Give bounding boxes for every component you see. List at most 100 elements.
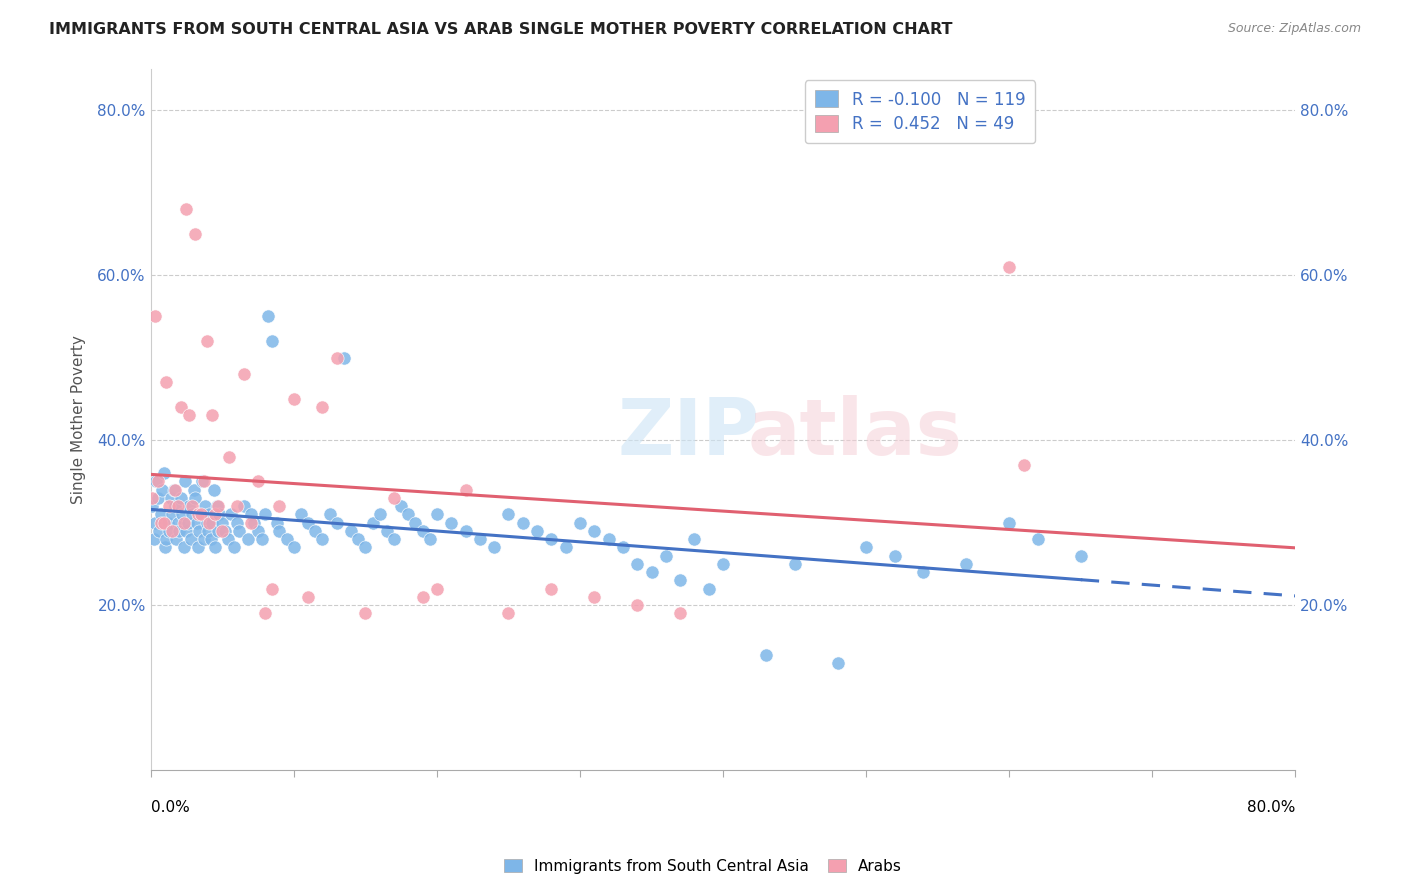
Point (207, 499, 229, 513)
Point (426, 508, 449, 522)
Point (153, 541, 176, 555)
Point (173, 516, 195, 530)
Point (156, 516, 179, 530)
Point (683, 532, 706, 546)
Point (454, 483, 477, 497)
Point (375, 524, 398, 538)
Point (228, 524, 250, 538)
Point (239, 508, 262, 522)
Point (142, 532, 165, 546)
Point (325, 351, 347, 365)
Point (257, 310, 280, 324)
Point (998, 516, 1021, 530)
Point (180, 532, 202, 546)
Point (266, 516, 288, 530)
Point (354, 541, 377, 555)
Point (146, 475, 169, 489)
Point (540, 532, 562, 546)
Point (208, 508, 231, 522)
Point (160, 508, 183, 522)
Point (167, 516, 190, 530)
Point (163, 483, 186, 497)
Point (176, 202, 198, 216)
Text: atlas: atlas (748, 395, 962, 472)
Point (217, 532, 239, 546)
Point (382, 532, 405, 546)
Point (526, 524, 548, 538)
Point (188, 524, 211, 538)
Point (195, 334, 218, 348)
Point (389, 499, 412, 513)
Point (167, 499, 190, 513)
Point (222, 541, 245, 555)
Point (184, 491, 207, 505)
Point (283, 541, 305, 555)
Point (283, 392, 305, 406)
Text: ZIP: ZIP (617, 395, 759, 472)
Point (626, 598, 648, 612)
Point (146, 491, 169, 505)
Point (325, 516, 347, 530)
Point (162, 483, 184, 497)
Text: IMMIGRANTS FROM SOUTH CENTRAL ASIA VS ARAB SINGLE MOTHER POVERTY CORRELATION CHA: IMMIGRANTS FROM SOUTH CENTRAL ASIA VS AR… (49, 22, 953, 37)
Point (498, 607, 520, 621)
Point (179, 409, 201, 423)
Point (612, 541, 634, 555)
Point (173, 541, 195, 555)
Point (276, 532, 298, 546)
Point (152, 516, 174, 530)
Point (219, 508, 242, 522)
Point (149, 508, 172, 522)
Point (174, 475, 197, 489)
Point (236, 532, 259, 546)
Point (697, 582, 720, 596)
Point (311, 400, 333, 414)
Point (225, 499, 247, 513)
Point (141, 499, 163, 513)
Point (290, 508, 312, 522)
Point (198, 508, 221, 522)
Point (554, 541, 576, 555)
Point (218, 450, 240, 464)
Point (640, 565, 662, 579)
Point (163, 499, 186, 513)
Point (202, 483, 225, 497)
Point (195, 516, 218, 530)
Point (1070, 549, 1092, 563)
Point (669, 574, 692, 588)
Point (193, 532, 215, 546)
Point (181, 499, 204, 513)
Text: 80.0%: 80.0% (1247, 800, 1295, 815)
Point (262, 334, 284, 348)
Point (155, 532, 177, 546)
Text: Source: ZipAtlas.com: Source: ZipAtlas.com (1227, 22, 1361, 36)
Point (149, 516, 172, 530)
Point (150, 483, 173, 497)
Point (540, 582, 562, 596)
Point (254, 607, 277, 621)
Point (232, 499, 254, 513)
Point (333, 351, 356, 365)
Point (311, 532, 333, 546)
Point (955, 557, 977, 571)
Point (170, 491, 193, 505)
Point (347, 532, 370, 546)
Point (711, 557, 734, 571)
Point (157, 524, 180, 538)
Point (201, 516, 224, 530)
Point (148, 524, 170, 538)
Point (498, 508, 520, 522)
Point (187, 508, 209, 522)
Point (583, 590, 606, 604)
Point (855, 541, 877, 555)
Point (412, 590, 434, 604)
Point (155, 376, 177, 390)
Point (382, 491, 405, 505)
Point (454, 524, 477, 538)
Text: 0.0%: 0.0% (150, 800, 190, 815)
Point (297, 516, 319, 530)
Point (583, 524, 606, 538)
Point (211, 516, 233, 530)
Point (482, 541, 505, 555)
Point (183, 483, 205, 497)
